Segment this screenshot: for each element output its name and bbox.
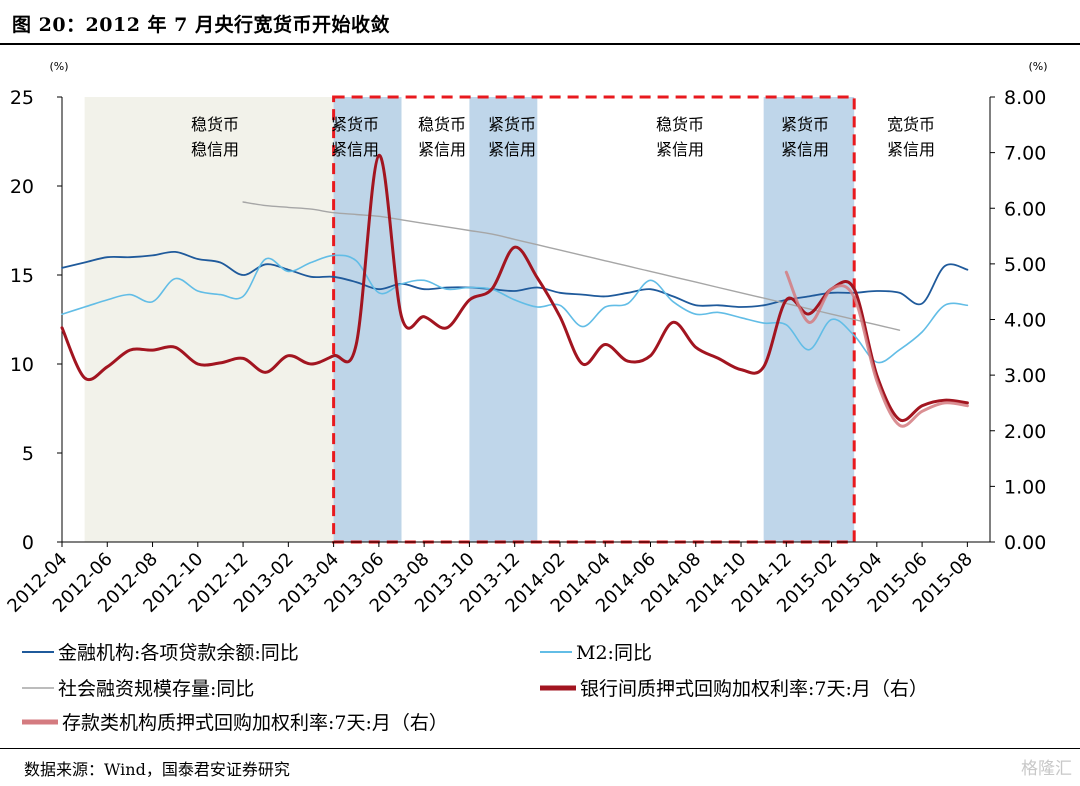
legend-label-3: 银行间质押式回购加权利率:7天:月（右） [580,678,928,700]
footer-rule [0,748,1080,749]
source-note: 数据来源：Wind，国泰君安证券研究 [24,760,290,779]
region-label-bottom: 稳信用 [191,140,239,159]
right-tick-label: 4.00 [1004,310,1046,332]
region-label-bottom: 紧信用 [887,140,935,159]
right-tick-label: 7.00 [1004,143,1046,165]
region-label-bottom: 紧信用 [331,140,379,159]
region-shade-1 [333,97,402,542]
region-label-top: 稳货币 [191,115,239,134]
left-tick-label: 0 [22,532,34,554]
right-tick-label: 1.00 [1004,476,1046,498]
left-tick-label: 25 [10,87,34,109]
left-tick-label: 15 [10,265,34,287]
region-label-bottom: 紧信用 [418,140,466,159]
region-label-bottom: 紧信用 [488,140,536,159]
deposit-repo-line [784,270,969,428]
right-tick-label: 5.00 [1004,254,1046,276]
right-tick-label: 6.00 [1004,198,1046,220]
region-shade-3 [469,97,538,542]
right-tick-label: 3.00 [1004,365,1046,387]
region-label-bottom: 紧信用 [656,140,704,159]
right-axis-unit: (%) [1028,60,1047,73]
region-label-top: 稳货币 [418,115,466,134]
left-tick-label: 5 [22,443,34,465]
left-tick-label: 10 [10,354,34,376]
left-axis-unit: (%) [49,60,68,73]
left-tick-label: 20 [10,176,34,198]
series-lines [60,153,969,428]
title-rule [0,43,1080,45]
legend-label-2: 社会融资规模存量:同比 [58,678,254,700]
right-tick-label: 0.00 [1004,532,1046,554]
m2-line [61,254,969,364]
region-label-top: 紧货币 [781,115,829,134]
watermark: 格隆汇 [1021,759,1072,779]
right-tick-label: 8.00 [1004,87,1046,109]
shaded-regions [84,97,855,542]
legend-label-4: 存款类机构质押式回购加权利率:7天:月（右） [62,712,448,734]
right-tick-label: 2.00 [1004,421,1046,443]
interbank-repo-line [60,153,969,423]
tsf-line [242,201,901,331]
legend-label-1: M2:同比 [576,642,652,664]
figure-title: 图 20：2012 年 7 月央行宽货币开始收敛 [12,14,391,36]
region-label-top: 紧货币 [488,115,536,134]
loans-line [61,250,969,308]
legend-label-0: 金融机构:各项贷款余额:同比 [58,642,299,664]
region-label-top: 宽货币 [887,115,935,134]
region-label-top: 紧货币 [331,115,379,134]
region-label-bottom: 紧信用 [781,140,829,159]
region-label-top: 稳货币 [656,115,704,134]
